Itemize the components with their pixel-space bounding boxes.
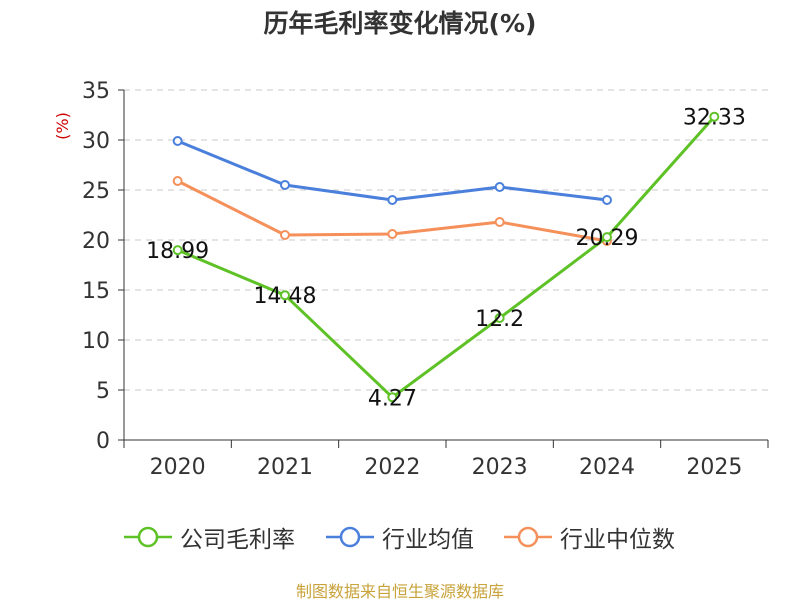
series-layer xyxy=(172,111,720,403)
data-point xyxy=(602,195,612,205)
legend-label: 公司毛利率 xyxy=(180,527,295,553)
data-label: 14.48 xyxy=(254,284,317,309)
y-axis-unit-label: (%) xyxy=(53,112,72,140)
y-tick-label: 15 xyxy=(82,279,110,304)
legend-line-marker-icon xyxy=(504,526,552,548)
data-point xyxy=(172,176,183,186)
data-point xyxy=(387,195,398,205)
data-point xyxy=(172,136,183,146)
data-label: 20.29 xyxy=(576,226,639,251)
x-tick-label: 2022 xyxy=(364,455,420,480)
legend-line-marker-icon xyxy=(326,526,374,548)
legend-label: 行业均值 xyxy=(382,527,474,553)
data-point xyxy=(494,217,505,227)
data-label: 12.2 xyxy=(475,307,524,332)
y-tick-label: 0 xyxy=(96,429,110,454)
data-label: 32.33 xyxy=(683,106,746,131)
legend-line-marker-icon xyxy=(124,526,172,548)
data-point xyxy=(709,111,720,122)
data-point xyxy=(280,230,290,240)
legend-marker xyxy=(517,526,539,548)
data-label-layer: 18.99 14.48 4.27 12.2 20.29 32.33 xyxy=(146,106,746,412)
legend-label: 行业中位数 xyxy=(560,527,675,553)
legend-item-industry-median[interactable]: 行业中位数 xyxy=(500,520,675,554)
x-tick-label: 2020 xyxy=(150,455,206,480)
y-tick-label: 30 xyxy=(82,129,110,154)
data-point xyxy=(280,180,290,190)
data-point xyxy=(494,313,505,323)
legend-marker xyxy=(339,526,361,548)
data-label: 4.27 xyxy=(368,386,417,411)
y-tick-label: 10 xyxy=(82,329,110,354)
y-tick-label: 20 xyxy=(82,229,110,254)
data-point xyxy=(602,232,612,243)
data-label: 18.99 xyxy=(146,239,209,264)
x-tick-label: 2021 xyxy=(257,455,313,480)
legend-item-company[interactable]: 公司毛利率 xyxy=(120,520,295,554)
x-tick-label: 2025 xyxy=(686,455,742,480)
legend-item-industry-mean[interactable]: 行业均值 xyxy=(322,520,474,554)
data-point xyxy=(387,229,398,239)
data-point xyxy=(280,290,290,301)
series-line xyxy=(177,139,608,202)
x-tick-label: 2024 xyxy=(579,455,635,480)
y-tick-label: 35 xyxy=(82,79,110,104)
y-tick-label: 5 xyxy=(96,379,110,404)
series-line xyxy=(177,115,716,399)
data-point xyxy=(494,182,505,192)
y-tick-label: 25 xyxy=(82,179,110,204)
x-tick-label: 2023 xyxy=(472,455,528,480)
grid-layer xyxy=(124,89,768,391)
chart-title: 历年毛利率变化情况(%) xyxy=(263,9,537,38)
data-point xyxy=(172,245,183,256)
legend-marker xyxy=(137,526,159,548)
source-note: 制图数据来自恒生聚源数据库 xyxy=(295,582,504,601)
legend: 公司毛利率 行业均值 行业中位数 xyxy=(0,520,800,554)
data-point xyxy=(387,392,398,403)
